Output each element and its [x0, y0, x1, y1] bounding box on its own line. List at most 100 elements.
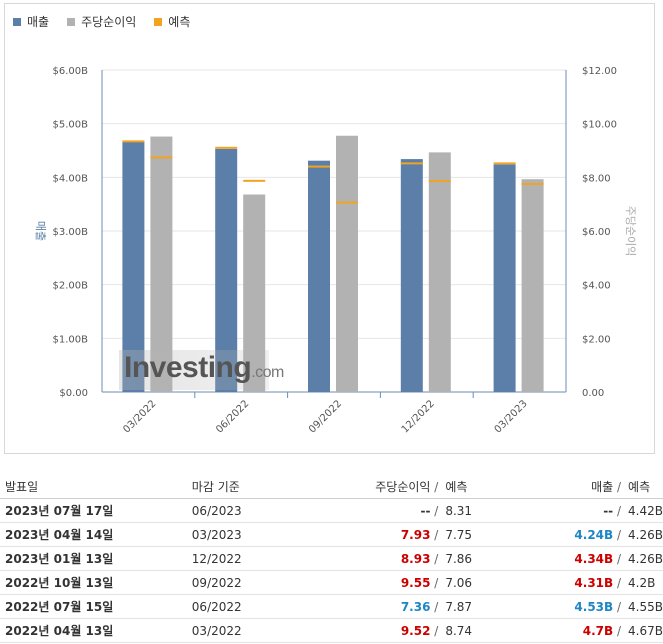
cell-revenue-forecast: 4.42B [621, 498, 663, 523]
cell-period-end: 12/2022 [191, 546, 311, 571]
y-tick-label-left: $6.00B [53, 66, 89, 77]
revenue-separator: / [617, 503, 622, 518]
col-header-date[interactable]: 발표일 [0, 474, 192, 499]
eps-forecast-marker [428, 180, 451, 183]
y-tick-label-left: $3.00B [53, 227, 89, 238]
revenue-forecast-marker [122, 140, 145, 143]
eps-bar [521, 179, 544, 392]
x-tick-label: 09/2022 [307, 398, 344, 435]
y-tick-label-left: $0.00 [59, 388, 88, 399]
col-header-revenue[interactable]: 매출 / [512, 474, 622, 499]
legend-swatch-eps [67, 17, 76, 26]
investing-watermark: Investing.com [119, 350, 284, 390]
watermark-logo: Investing.com [124, 351, 284, 384]
chart-plot: $0.00 0.00 $1.00B $2.00 $2.00B $4.00 $3.00B $6.… [34, 66, 637, 435]
y-axis-title-right: 주당순이익 [624, 206, 637, 257]
revenue-forecast-marker [215, 146, 238, 149]
cell-eps-forecast: 7.75 [438, 522, 513, 547]
watermark-background [119, 350, 269, 390]
cell-period-end: 03/2022 [191, 618, 311, 643]
cell-revenue: 4.24B / [512, 522, 622, 547]
legend-label-eps: 주당순이익 [81, 15, 137, 29]
cell-revenue-forecast: 4.26B [621, 546, 663, 571]
eps-bar [150, 136, 173, 392]
eps-bar [336, 135, 358, 392]
table-row: 2023년 04월 14일 03/2023 7.93 /7.75 4.24B /4.2… [0, 522, 663, 547]
col-header-revenue-forecast[interactable]: 예측 [621, 474, 663, 499]
legend-swatch-revenue [13, 17, 21, 26]
eps-actual: -- [420, 503, 431, 518]
y-tick-label-left: $1.00B [53, 334, 89, 345]
cell-release-date: 2023년 04월 14일 [0, 522, 192, 547]
revenue-separator: / [617, 599, 622, 614]
table-header-row: 발표일 마감 기준 주당순이익 / 예측 매출 / 예측 [0, 474, 663, 499]
cell-revenue: -- / [512, 498, 622, 523]
col-header-eps[interactable]: 주당순이익 / [310, 474, 439, 499]
x-tick-label: 03/2022 [121, 398, 158, 435]
revenue-forecast-marker [400, 162, 423, 165]
y-tick-label-left: $2.00B [53, 281, 89, 292]
eps-bar [243, 194, 266, 392]
revenue-actual: 4.34B [574, 551, 614, 566]
eps-separator: / [434, 551, 439, 566]
cell-eps: 9.55 / [310, 570, 439, 595]
revenue-separator: / [617, 527, 622, 542]
revenue-bar [493, 164, 516, 392]
table-row: 2022년 04월 13일 03/2022 9.52 /8.74 4.7B /4.67… [0, 618, 663, 643]
eps-actual: 9.55 [400, 575, 431, 590]
cell-eps: 7.93 / [310, 522, 439, 547]
revenue-actual: 4.31B [574, 575, 614, 590]
legend-swatch-forecast [154, 17, 163, 26]
eps-actual: 9.52 [400, 623, 431, 638]
revenue-forecast-marker [493, 162, 516, 165]
revenue-actual: 4.24B [574, 527, 614, 542]
eps-separator: / [434, 527, 439, 542]
cell-release-date: 2022년 04월 13일 [0, 618, 192, 643]
cell-release-date: 2022년 10월 13일 [0, 570, 192, 595]
chart-legend: 매출 주당순이익 예측 [13, 13, 190, 30]
cell-release-date: 2022년 07월 15일 [0, 594, 192, 619]
y-axis-title-left: 매출 [34, 221, 47, 241]
x-tick-label: 03/2023 [493, 398, 530, 435]
cell-period-end: 09/2022 [191, 570, 311, 595]
cell-eps: 9.52 / [310, 618, 439, 643]
revenue-actual: 4.53B [574, 599, 614, 614]
revenue-separator: / [617, 551, 622, 566]
table-row: 2023년 01월 13일 12/2022 8.93 /7.86 4.34B /4.2… [0, 546, 663, 571]
x-tick-label: 06/2022 [214, 398, 251, 435]
cell-revenue-forecast: 4.26B [621, 522, 663, 547]
cell-revenue-forecast: 4.2B [621, 570, 663, 595]
table-row: 2022년 10월 13일 09/2022 9.55 /7.06 4.31B /4.2… [0, 570, 663, 595]
eps-separator: / [434, 575, 439, 590]
cell-eps-forecast: 8.31 [438, 498, 513, 523]
y-tick-label-right: $10.00 [582, 120, 617, 131]
legend-item-forecast[interactable]: 예측 [154, 13, 190, 30]
cell-revenue: 4.31B / [512, 570, 622, 595]
y-tick-label-right: $6.00 [582, 227, 611, 238]
cell-eps-forecast: 7.87 [438, 594, 513, 619]
eps-separator: / [434, 503, 439, 518]
legend-item-eps[interactable]: 주당순이익 [67, 13, 136, 30]
cell-period-end: 06/2022 [191, 594, 311, 619]
cell-period-end: 06/2023 [191, 498, 311, 523]
table-row: 2023년 07월 17일 06/2023 -- /8.31 -- /4.42B [0, 498, 663, 523]
col-header-period[interactable]: 마감 기준 [191, 474, 311, 499]
col-header-eps-forecast[interactable]: 예측 [438, 474, 513, 499]
y-tick-label-right: $12.00 [582, 66, 617, 77]
cell-eps: -- / [310, 498, 439, 523]
cell-release-date: 2023년 01월 13일 [0, 546, 192, 571]
cell-eps: 8.93 / [310, 546, 439, 571]
eps-forecast-marker [521, 183, 544, 186]
revenue-bar [215, 148, 238, 392]
revenue-bar [400, 159, 423, 392]
y-tick-label-left: $5.00B [53, 120, 89, 131]
cell-revenue-forecast: 4.67B [621, 618, 663, 643]
legend-label-revenue: 매출 [27, 15, 50, 29]
eps-separator: / [434, 623, 439, 638]
legend-item-revenue[interactable]: 매출 [13, 13, 49, 30]
cell-revenue: 4.53B / [512, 594, 622, 619]
revenue-forecast-marker [308, 165, 330, 168]
eps-separator: / [434, 599, 439, 614]
revenue-bar [122, 141, 145, 392]
revenue-separator: / [617, 575, 622, 590]
